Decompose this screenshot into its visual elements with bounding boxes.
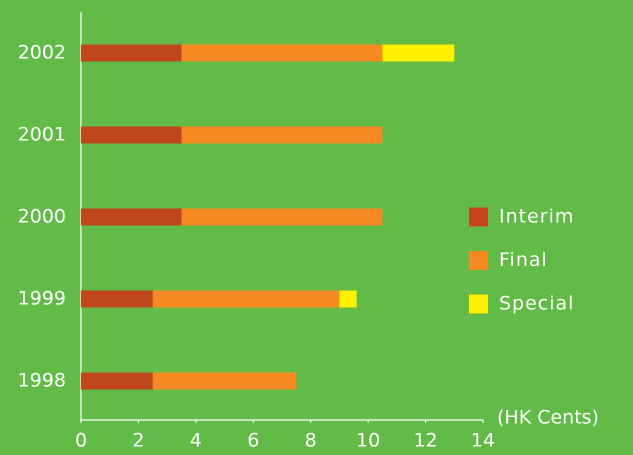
x-tick-label: 10 xyxy=(356,430,380,452)
bar-segment xyxy=(382,44,455,62)
bar-segment xyxy=(339,290,357,308)
bar-segment xyxy=(81,126,182,144)
legend-label: Interim xyxy=(499,206,574,228)
legend-swatch xyxy=(469,207,488,227)
y-tick-label: 1999 xyxy=(18,288,66,310)
y-tick-label: 2002 xyxy=(18,42,66,64)
bar-segment xyxy=(181,126,383,144)
y-tick-label: 2001 xyxy=(18,124,66,146)
bar-segment xyxy=(81,372,153,390)
legend-label: Final xyxy=(499,249,548,271)
y-tick-label: 1998 xyxy=(18,370,66,392)
x-tick-label: 6 xyxy=(247,430,259,452)
legend-swatch xyxy=(469,251,488,270)
bar-segment xyxy=(152,372,297,390)
x-tick-label: 12 xyxy=(413,430,437,452)
bar-segment xyxy=(81,208,182,226)
x-tick-label: 4 xyxy=(190,430,202,452)
bar-segment xyxy=(181,208,383,226)
bar-segment xyxy=(181,44,383,62)
x-tick-label: 0 xyxy=(75,430,87,452)
legend-swatch xyxy=(469,294,488,314)
bar-segment xyxy=(81,44,182,62)
legend-label: Special xyxy=(499,293,574,315)
x-tick-label: 2 xyxy=(132,430,144,452)
x-axis-label: (HK Cents) xyxy=(497,407,599,429)
bar-segment xyxy=(81,290,153,308)
x-tick-label: 14 xyxy=(471,430,495,452)
bar-segment xyxy=(152,290,340,308)
y-tick-label: 2000 xyxy=(18,206,66,228)
x-tick-label: 8 xyxy=(305,430,317,452)
